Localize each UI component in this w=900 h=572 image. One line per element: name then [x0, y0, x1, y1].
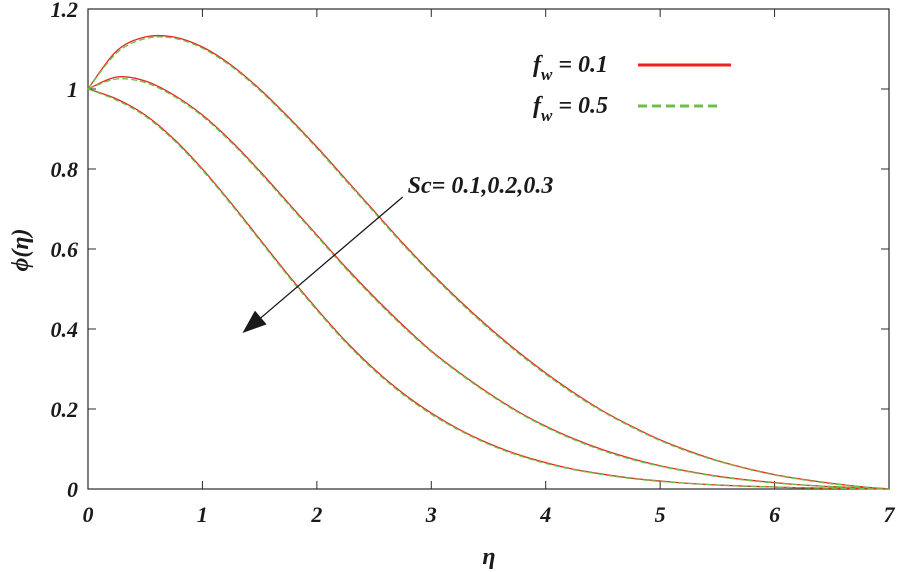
y-tick-label: 0.6	[51, 237, 79, 262]
x-tick-label: 7	[884, 502, 896, 527]
annotation-arrow-head	[242, 310, 267, 333]
legend-item-2: fw = 0.5	[533, 93, 722, 125]
legend-symbol: f	[533, 93, 543, 119]
legend-subscript: w	[541, 106, 553, 125]
y-tick-label: 0	[67, 477, 78, 502]
x-tick-label: 2	[310, 502, 322, 527]
series-line-1	[87, 34, 890, 490]
y-tick-label: 0.4	[51, 317, 79, 342]
series-line-4	[87, 78, 890, 490]
x-tick-label: 3	[425, 502, 437, 527]
x-tick-label: 4	[539, 502, 551, 527]
series-layer	[87, 34, 890, 490]
annotation-label: Sc= 0.1,0.2,0.3	[408, 173, 554, 199]
y-tick-label: 0.2	[51, 397, 79, 422]
y-tick-label: 1	[67, 77, 78, 102]
legend-value: = 0.1	[552, 52, 608, 78]
legend: fw = 0.1fw = 0.5	[533, 52, 731, 125]
y-tick-label: 0.8	[51, 157, 79, 182]
legend-label: fw = 0.1	[533, 52, 608, 84]
x-tick-label: 1	[197, 502, 208, 527]
legend-subscript: w	[541, 65, 553, 84]
annotation: Sc= 0.1,0.2,0.3	[242, 173, 553, 333]
x-tick-label: 5	[655, 502, 666, 527]
y-axis: 0 0.2 0.4 0.6 0.8 1 1.2	[51, 0, 889, 502]
annotation-arrow-shaft	[252, 196, 404, 326]
x-tick-label: 6	[769, 502, 780, 527]
x-axis-label: η	[482, 544, 495, 570]
plot-frame	[87, 8, 890, 490]
series-line-3	[87, 75, 890, 490]
y-axis-label: ϕ(η)	[8, 228, 34, 271]
x-axis: 0 1 2 3 4 5 6 7	[83, 9, 896, 527]
x-tick-label: 0	[83, 502, 94, 527]
legend-label: fw = 0.5	[533, 93, 608, 125]
legend-item-1: fw = 0.1	[533, 52, 731, 84]
legend-symbol: f	[533, 52, 543, 78]
plot-area	[87, 8, 890, 490]
series-line-5	[87, 88, 890, 490]
legend-value: = 0.5	[552, 93, 608, 119]
series-line-6	[87, 88, 890, 490]
series-line-2	[87, 36, 890, 490]
y-tick-label: 1.2	[51, 0, 79, 22]
